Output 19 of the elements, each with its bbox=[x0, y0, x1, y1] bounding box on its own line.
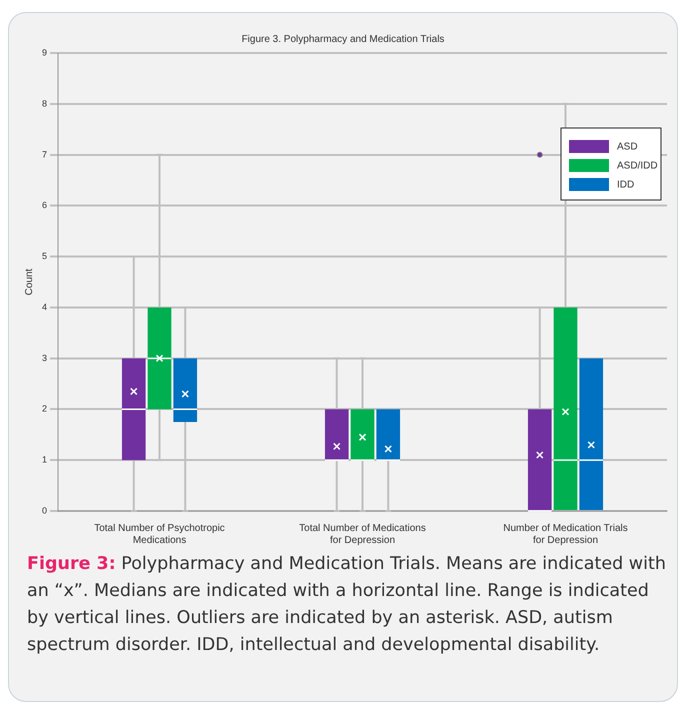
y-tick-label: 1 bbox=[42, 454, 48, 465]
y-tick-label: 9 bbox=[42, 47, 48, 58]
y-tick-label: 2 bbox=[42, 404, 48, 414]
x-tick-label: Number of Medication Trials for Depression bbox=[503, 522, 628, 546]
y-tick-label: 5 bbox=[42, 251, 48, 262]
y-axis-title: Count bbox=[24, 268, 35, 296]
y-tick-label: 7 bbox=[42, 149, 48, 160]
y-tick-label: 0 bbox=[42, 505, 48, 516]
x-tick-label: Total Number of Psychotropic Medications bbox=[94, 522, 225, 546]
y-tick-label: 8 bbox=[42, 98, 48, 108]
y-tick-label: 6 bbox=[42, 200, 48, 210]
chart-title: Figure 3. Polypharmacy and Medication Trials bbox=[242, 34, 444, 45]
legend-label: ASD bbox=[617, 141, 638, 152]
y-tick-label: 3 bbox=[42, 352, 48, 363]
y-tick-label: 4 bbox=[42, 302, 48, 312]
x-tick-label: Total Number of Medications for Depression bbox=[299, 522, 426, 546]
caption: Figure 3: Polypharmacy and Medication Trials. Means are indicated with an “x”. Medians are indicated with a horizontal line. Range is indicated by vertical lines. Outliers are indicated by an asterisk. ASD, autism spectrum disorder. IDD, intellectual and developmental disability. bbox=[27, 553, 667, 657]
legend-label: IDD bbox=[617, 179, 634, 190]
legend-label: ASD/IDD bbox=[617, 160, 658, 172]
